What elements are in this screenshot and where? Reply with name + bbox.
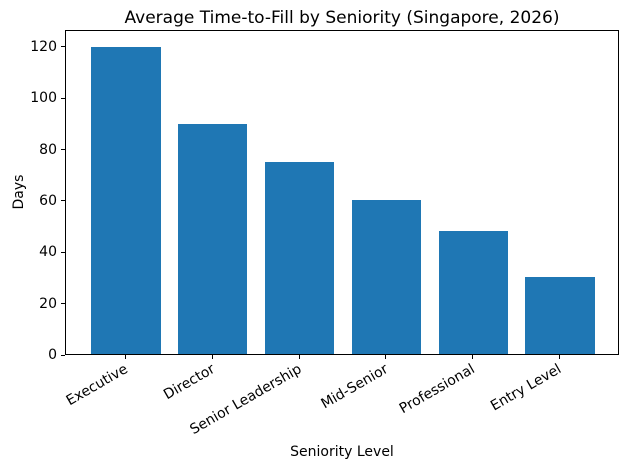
bar-entry-level (525, 277, 595, 354)
y-tick-mark (61, 46, 65, 48)
x-axis-label: Seniority Level (290, 444, 394, 460)
y-tick-mark (61, 354, 65, 356)
y-tick-label: 80 (39, 141, 57, 158)
y-tick-mark (61, 303, 65, 305)
y-tick-label: 60 (39, 192, 57, 209)
bar-professional (438, 231, 508, 354)
y-tick-label: 120 (30, 38, 57, 55)
x-tick-label: Mid-Senior (318, 361, 391, 413)
x-tick-label: Executive (63, 361, 131, 410)
bar-senior-leadership (264, 162, 335, 354)
x-tick-label: Professional (396, 361, 478, 418)
x-tick-mark (472, 355, 474, 359)
y-tick-label: 100 (30, 90, 57, 107)
y-tick-label: 0 (48, 347, 57, 363)
x-tick-mark (385, 355, 387, 359)
y-tick-mark (61, 97, 65, 99)
x-tick-mark (124, 355, 126, 359)
bar-mid-senior (351, 200, 422, 354)
x-tick-mark (211, 355, 213, 359)
plot-area (65, 30, 619, 355)
x-tick-label: Director (160, 361, 218, 404)
y-tick-label: 20 (39, 295, 57, 312)
y-tick-label: 40 (39, 244, 57, 261)
x-tick-label: Entry Level (488, 361, 565, 415)
x-tick-mark (298, 355, 300, 359)
x-tick-mark (559, 355, 561, 359)
y-tick-mark (61, 251, 65, 253)
bar-executive (91, 46, 161, 354)
y-tick-mark (61, 200, 65, 202)
bar-director (178, 123, 248, 354)
y-tick-mark (61, 149, 65, 151)
chart-title: Average Time-to-Fill by Seniority (Singa… (124, 8, 560, 28)
